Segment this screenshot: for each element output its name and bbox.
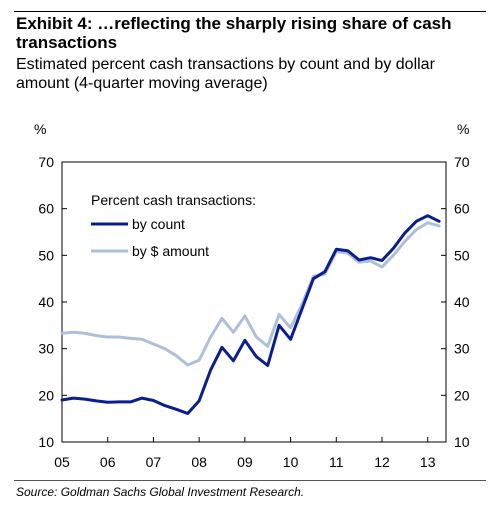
title-line-2: transactions xyxy=(16,33,118,52)
x-tick-label: 06 xyxy=(100,454,116,470)
x-tick-label: 05 xyxy=(54,454,70,470)
subtitle-line-1: Estimated percent cash transactions by c… xyxy=(16,56,435,73)
title-line-1: Exhibit 4: …reflecting the sharply risin… xyxy=(16,14,452,33)
x-tick-label: 13 xyxy=(420,454,436,470)
y-tick-label-right: 70 xyxy=(454,154,470,170)
y-tick-label-left: 30 xyxy=(38,341,54,357)
legend-label-by-amount: by $ amount xyxy=(132,243,209,259)
x-tick-label: 09 xyxy=(237,454,253,470)
bottom-rule xyxy=(14,480,486,481)
y-tick-label-right: 30 xyxy=(454,341,470,357)
series-line-by-count xyxy=(60,214,441,415)
series-line-by-amount xyxy=(60,221,441,367)
top-rule xyxy=(14,11,486,12)
legend-title: Percent cash transactions: xyxy=(91,192,256,208)
legend: Percent cash transactions: by count by $… xyxy=(91,192,256,259)
exhibit-title: Exhibit 4: …reflecting the sharply risin… xyxy=(16,14,486,52)
y-tick-label-right: 40 xyxy=(454,294,470,310)
y-tick-label-right: 20 xyxy=(454,387,470,403)
y-tick-label-right: 50 xyxy=(454,247,470,263)
x-tick-label: 12 xyxy=(374,454,390,470)
y-tick-label-left: 20 xyxy=(38,387,54,403)
exhibit-subtitle: Estimated percent cash transactions by c… xyxy=(16,55,486,93)
y-tick-label-right: 10 xyxy=(454,434,470,450)
y-tick-label-left: 60 xyxy=(38,201,54,217)
subtitle-line-2: amount (4-quarter moving average) xyxy=(16,75,268,92)
y-tick-label-left: 70 xyxy=(38,154,54,170)
y-unit-left: % xyxy=(34,121,46,137)
legend-label-by-count: by count xyxy=(132,216,185,232)
y-unit-right: % xyxy=(457,121,469,137)
series-lines xyxy=(60,214,441,415)
y-tick-label-left: 50 xyxy=(38,247,54,263)
y-tick-label-left: 10 xyxy=(38,434,54,450)
source-note: Source: Goldman Sachs Global Investment … xyxy=(16,485,305,499)
x-tick-label: 10 xyxy=(283,454,299,470)
y-tick-label-left: 40 xyxy=(38,294,54,310)
y-tick-label-right: 60 xyxy=(454,201,470,217)
axis-ticks: 10 10 20 20 30 30 40 40 50 50 60 60 70 70 05 06 07 08 09 10… xyxy=(38,154,469,470)
x-tick-label: 08 xyxy=(191,454,207,470)
x-tick-label: 11 xyxy=(329,454,344,470)
x-tick-label: 07 xyxy=(146,454,162,470)
